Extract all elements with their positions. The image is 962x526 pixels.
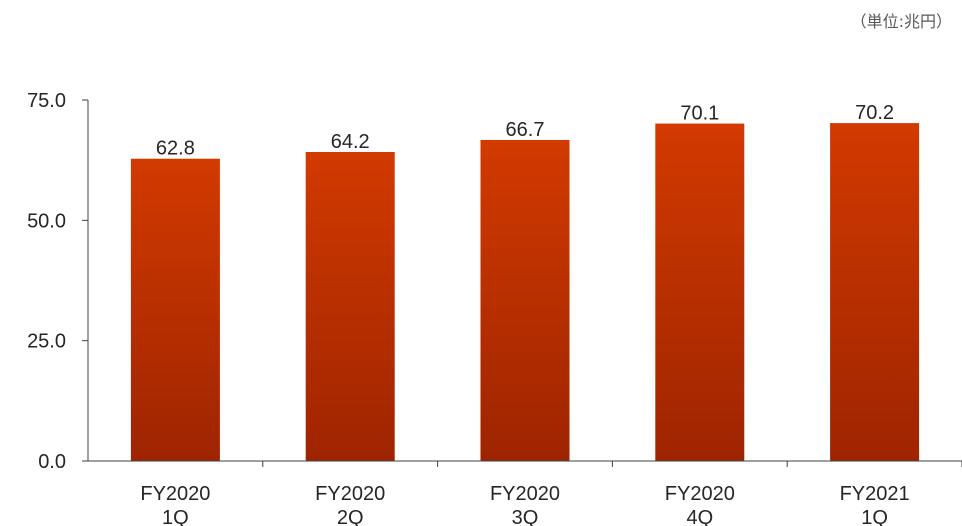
y-tick-label: 0.0 — [38, 451, 66, 473]
data-label: 70.1 — [680, 103, 719, 125]
y-tick-label: 75.0 — [27, 90, 66, 112]
bar — [830, 123, 920, 461]
data-label: 66.7 — [506, 119, 545, 141]
x-tick-label: FY2020 1Q — [140, 483, 210, 526]
data-label: 64.2 — [331, 131, 370, 153]
axes — [82, 99, 962, 467]
x-tick-label: FY2020 2Q — [315, 483, 385, 526]
data-label: 62.8 — [156, 138, 195, 160]
bar — [655, 123, 745, 462]
x-tick-label: FY2020 4Q — [665, 483, 735, 526]
x-tick-label: FY2020 3Q — [490, 483, 560, 526]
x-axis-labels: FY2020 1Q FY2020 2Q FY2020 3Q FY2020 4Q FY2021 1Q — [140, 483, 909, 526]
unit-note: （単位:兆円） — [850, 12, 952, 31]
y-tick-label: 25.0 — [27, 331, 66, 353]
y-axis-ticks: 0.0 25.0 50.0 75.0 — [27, 90, 66, 473]
value-labels: 62.8 64.2 66.7 70.1 70.2 — [156, 102, 894, 160]
bar — [305, 151, 395, 461]
x-tick-label: FY2021 1Q — [840, 483, 910, 526]
bar — [130, 158, 220, 462]
y-tick-label: 50.0 — [27, 210, 66, 232]
bars — [130, 123, 920, 462]
bar — [480, 139, 570, 461]
data-label: 70.2 — [855, 102, 894, 124]
